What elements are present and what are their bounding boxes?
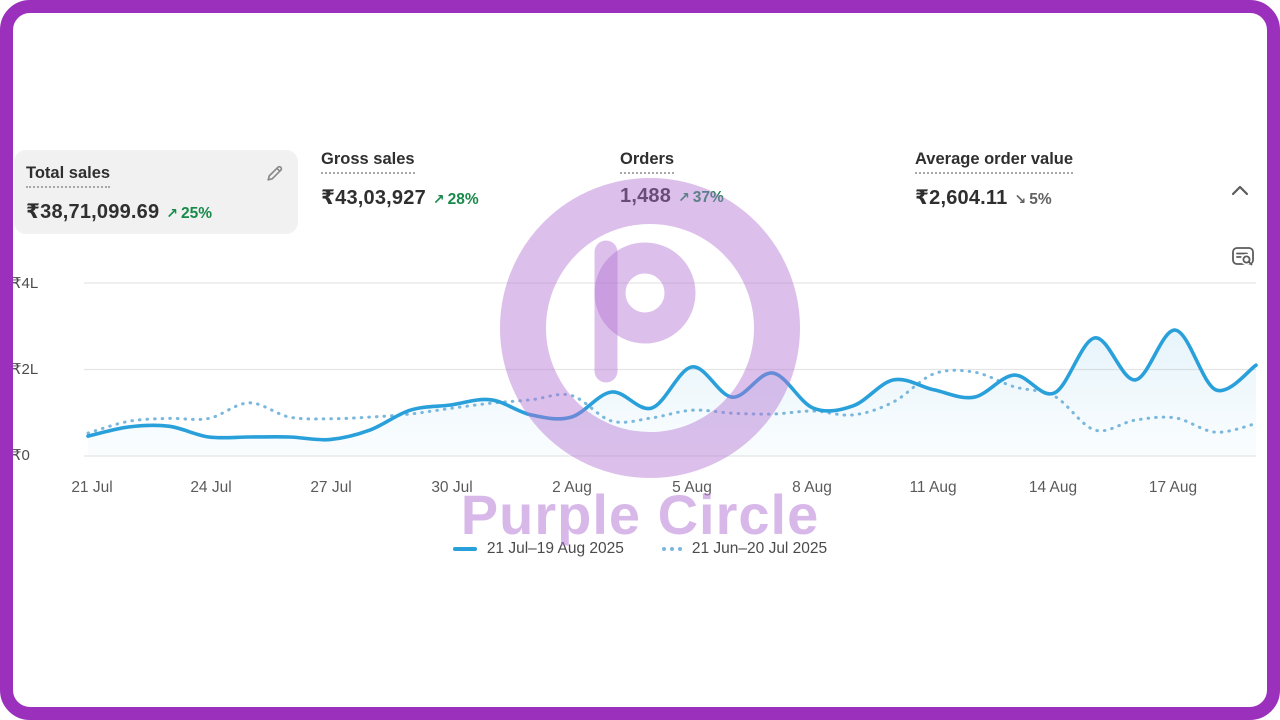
metric-label: Gross sales (321, 150, 415, 174)
view-report-button[interactable] (1230, 244, 1256, 270)
legend-label: 21 Jul–19 Aug 2025 (486, 540, 624, 557)
metric-value: ₹38,71,099.69 (26, 201, 160, 223)
chart-legend: 21 Jul–19 Aug 2025 21 Jun–20 Jul 2025 (0, 540, 1280, 558)
y-axis-label-4l: ₹4L (12, 275, 39, 292)
x-axis-label: 27 Jul (310, 479, 352, 496)
series-previous-line (86, 368, 1258, 435)
series-current-line (86, 328, 1258, 442)
metric-card-gross-sales[interactable]: Gross sales ₹43,03,927 ↗ 28% (321, 150, 571, 210)
trend-up-icon: ↗ (166, 205, 179, 221)
collapse-panel-button[interactable] (1228, 181, 1252, 201)
x-axis-label: 8 Aug (792, 479, 832, 496)
x-axis-label: 11 Aug (909, 479, 957, 496)
legend-label: 21 Jun–20 Jul 2025 (691, 540, 828, 557)
x-axis-label: 24 Jul (190, 479, 232, 496)
metric-delta: ↘ 5% (1014, 191, 1052, 208)
metric-delta: ↗ 37% (678, 189, 724, 206)
x-axis-label: 14 Aug (1028, 479, 1078, 496)
metric-delta: ↗ 28% (432, 191, 479, 208)
y-axis-label-2l: ₹2L (12, 361, 39, 378)
chevron-up-icon (1231, 185, 1249, 196)
pencil-icon[interactable] (264, 162, 286, 184)
metric-label: Orders (620, 150, 675, 174)
metric-label: Total sales (26, 164, 111, 188)
view-report-icon (1232, 247, 1254, 266)
series-current-area (88, 330, 1256, 456)
metric-card-orders[interactable]: Orders 1,488 ↗ 37% (620, 150, 820, 208)
trend-up-icon: ↗ (678, 189, 690, 205)
x-axis-label: 5 Aug (672, 479, 712, 496)
legend-swatch-solid (452, 547, 477, 551)
legend-item-current[interactable]: 21 Jul–19 Aug 2025 (452, 540, 624, 558)
metric-value: 1,488 (620, 185, 672, 207)
x-axis-label: 2 Aug (552, 479, 592, 496)
x-axis-label: 30 Jul (431, 479, 473, 496)
legend-swatch-dotted (661, 547, 682, 551)
x-axis-label: 21 Jul (71, 479, 113, 496)
x-axis-label: 17 Aug (1148, 479, 1198, 496)
trend-down-icon: ↘ (1014, 191, 1027, 207)
metric-card-average-order-value[interactable]: Average order value ₹2,604.11 ↘ 5% (915, 150, 1175, 210)
metric-label: Average order value (915, 150, 1074, 174)
metric-delta: ↗ 25% (166, 205, 213, 222)
legend-item-previous[interactable]: 21 Jun–20 Jul 2025 (661, 540, 828, 558)
metric-value: ₹2,604.11 (915, 187, 1008, 209)
metric-card-total-sales[interactable]: Total sales ₹38,71,099.69 ↗ 25% (14, 150, 298, 234)
metric-value: ₹43,03,927 (321, 187, 426, 209)
y-axis-label-0: ₹0 (12, 447, 30, 464)
trend-up-icon: ↗ (432, 191, 445, 207)
